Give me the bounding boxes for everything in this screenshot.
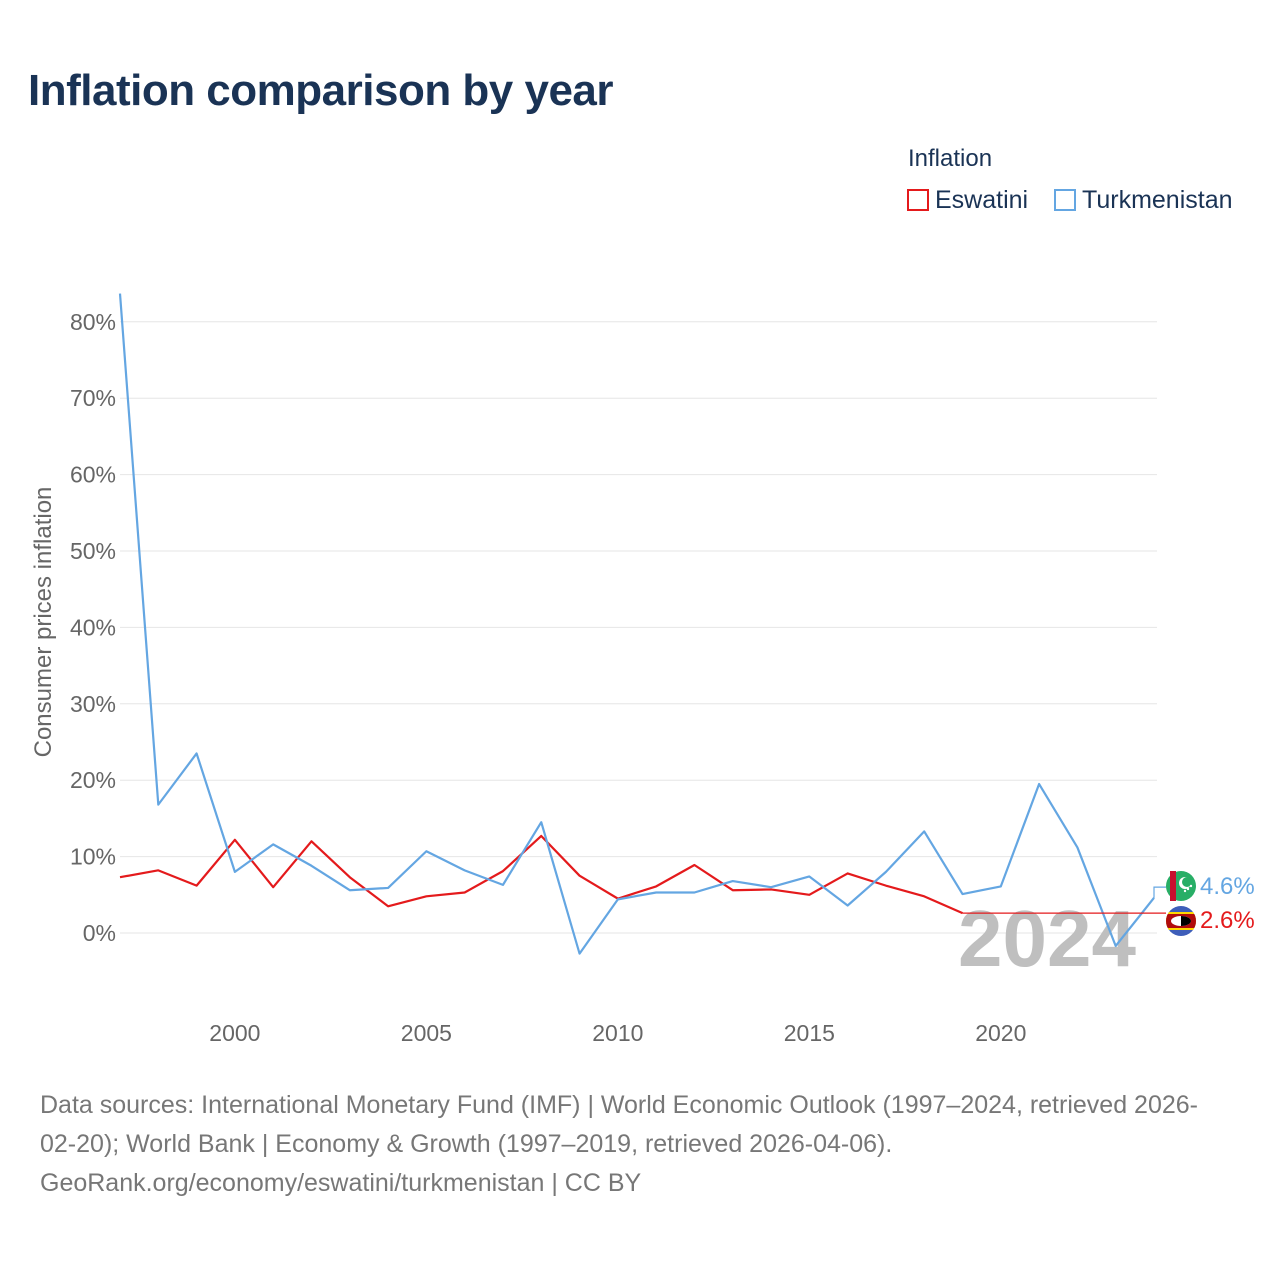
data-point-turkmenistan[interactable] <box>462 867 468 873</box>
y-tick-label: 20% <box>70 767 116 793</box>
end-label-turkmenistan: 4.6% <box>1200 873 1255 900</box>
data-point-eswatini[interactable] <box>270 884 276 890</box>
data-point-eswatini[interactable] <box>500 868 506 874</box>
data-point-turkmenistan[interactable] <box>845 902 851 908</box>
y-tick-label: 10% <box>70 844 116 870</box>
data-point-turkmenistan[interactable] <box>1074 844 1080 850</box>
legend-item-eswatini[interactable]: Eswatini <box>907 186 1028 214</box>
legend-label-turkmenistan: Turkmenistan <box>1082 185 1233 214</box>
x-tick-label: 2015 <box>784 1020 835 1046</box>
line-chart: 0%10%20%30%40%50%60%70%80% 2000 2005 2010 2… <box>30 291 1255 1046</box>
legend-title: Inflation <box>908 145 993 172</box>
data-point-turkmenistan[interactable] <box>347 887 353 893</box>
data-point-eswatini[interactable] <box>117 874 123 880</box>
data-point-turkmenistan[interactable] <box>730 878 736 884</box>
data-point-turkmenistan[interactable] <box>1036 781 1042 787</box>
series-line-eswatini[interactable] <box>119 834 963 915</box>
x-tick-label: 2020 <box>975 1020 1026 1046</box>
chart-title: Inflation comparison by year <box>28 66 614 115</box>
y-tick-label: 70% <box>70 385 116 411</box>
data-point-eswatini[interactable] <box>883 883 889 889</box>
data-point-turkmenistan[interactable] <box>998 883 1004 889</box>
series-lines <box>117 291 1166 957</box>
data-point-turkmenistan[interactable] <box>615 896 621 902</box>
data-point-turkmenistan[interactable] <box>232 869 238 875</box>
eswatini-flag-icon <box>1166 906 1196 936</box>
data-point-eswatini[interactable] <box>806 892 812 898</box>
data-point-eswatini[interactable] <box>308 838 314 844</box>
turkmenistan-flag-icon <box>1166 871 1196 901</box>
data-point-turkmenistan[interactable] <box>653 890 659 896</box>
data-point-turkmenistan[interactable] <box>155 802 161 808</box>
data-point-turkmenistan[interactable] <box>538 819 544 825</box>
data-point-eswatini[interactable] <box>653 883 659 889</box>
gridlines <box>120 321 1157 934</box>
legend-swatch-eswatini <box>907 189 929 211</box>
x-tick-label: 2010 <box>592 1020 643 1046</box>
data-point-eswatini[interactable] <box>845 870 851 876</box>
data-point-eswatini[interactable] <box>921 893 927 899</box>
data-point-turkmenistan[interactable] <box>921 828 927 834</box>
data-point-turkmenistan[interactable] <box>1113 943 1119 949</box>
data-point-eswatini[interactable] <box>194 883 200 889</box>
data-point-eswatini[interactable] <box>691 862 697 868</box>
y-axis-ticks: 0% 10% 20% 30% 40% 50% 60% 70% 80% <box>70 309 116 946</box>
data-point-eswatini[interactable] <box>577 873 583 879</box>
data-point-turkmenistan[interactable] <box>768 884 774 890</box>
data-point-turkmenistan[interactable] <box>883 869 889 875</box>
data-point-turkmenistan[interactable] <box>423 848 429 854</box>
y-tick-label: 30% <box>70 691 116 717</box>
x-axis-ticks: 2000 2005 2010 2015 2020 <box>209 1020 1026 1046</box>
footer-line-3: GeoRank.org/economy/eswatini/turkmenista… <box>40 1169 642 1197</box>
legend-item-turkmenistan[interactable]: Turkmenistan <box>1054 186 1233 214</box>
footer-line-2: 02-20); World Bank | Economy & Growth (1… <box>40 1130 893 1158</box>
data-point-turkmenistan[interactable] <box>691 890 697 896</box>
y-tick-label: 60% <box>70 462 116 488</box>
series-line-turkmenistan[interactable] <box>118 293 1155 955</box>
data-point-eswatini[interactable] <box>730 887 736 893</box>
legend-label-eswatini: Eswatini <box>935 185 1029 214</box>
data-point-turkmenistan[interactable] <box>194 750 200 756</box>
data-point-eswatini[interactable] <box>155 867 161 873</box>
data-point-turkmenistan[interactable] <box>117 291 123 297</box>
data-point-eswatini[interactable] <box>538 833 544 839</box>
y-axis-title: Consumer prices inflation <box>30 487 57 758</box>
footer-sources: Data sources: International Monetary Fun… <box>40 1086 1255 1203</box>
end-label-eswatini: 2.6% <box>1200 907 1255 934</box>
end-labels: 4.6% 2.6% <box>1166 871 1255 936</box>
data-point-turkmenistan[interactable] <box>385 885 391 891</box>
data-point-eswatini[interactable] <box>462 890 468 896</box>
data-point-turkmenistan[interactable] <box>577 951 583 957</box>
legend-swatch-turkmenistan <box>1054 189 1076 211</box>
y-tick-label: 50% <box>70 538 116 564</box>
y-tick-label: 80% <box>70 309 116 335</box>
data-point-eswatini[interactable] <box>347 874 353 880</box>
y-tick-label: 0% <box>83 920 116 946</box>
current-year-watermark: 2024 <box>958 894 1136 983</box>
data-point-turkmenistan[interactable] <box>806 873 812 879</box>
x-tick-label: 2005 <box>401 1020 452 1046</box>
end-connector-turkmenistan <box>1153 886 1166 898</box>
footer-line-1: Data sources: International Monetary Fun… <box>40 1091 1198 1119</box>
y-tick-label: 40% <box>70 614 116 640</box>
data-point-turkmenistan[interactable] <box>270 841 276 847</box>
data-point-turkmenistan[interactable] <box>960 891 966 897</box>
x-tick-label: 2000 <box>209 1020 260 1046</box>
data-point-eswatini[interactable] <box>232 837 238 843</box>
data-point-turkmenistan[interactable] <box>500 882 506 888</box>
data-point-eswatini[interactable] <box>423 893 429 899</box>
data-point-turkmenistan[interactable] <box>308 863 314 869</box>
data-point-eswatini[interactable] <box>385 903 391 909</box>
